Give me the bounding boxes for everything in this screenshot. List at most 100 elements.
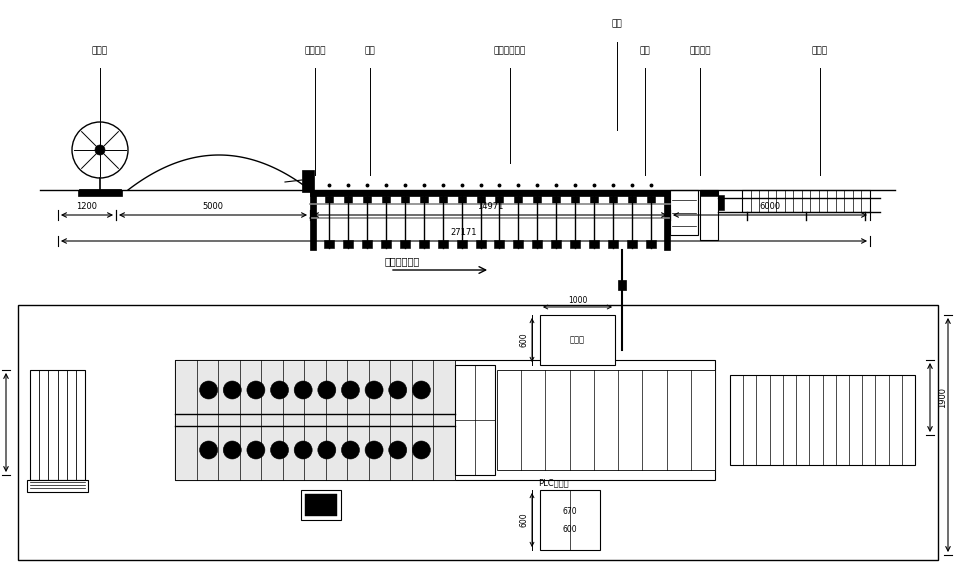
Bar — [27, 480, 88, 492]
Bar — [552, 196, 561, 203]
Circle shape — [342, 441, 359, 459]
Bar — [362, 240, 371, 248]
Bar — [476, 240, 485, 248]
Text: PLC控制柜: PLC控制柜 — [538, 478, 568, 487]
Bar — [570, 240, 581, 248]
Bar — [646, 240, 656, 248]
Bar — [700, 190, 718, 196]
Bar — [616, 305, 628, 317]
Text: 开卷机: 开卷机 — [92, 46, 108, 55]
Text: 整平: 整平 — [365, 46, 375, 55]
Text: 670: 670 — [562, 507, 578, 516]
Bar — [30, 370, 85, 480]
Bar — [325, 196, 333, 203]
Circle shape — [270, 381, 288, 399]
Circle shape — [413, 441, 431, 459]
Text: 14971: 14971 — [477, 202, 503, 211]
Bar — [18, 305, 938, 560]
Text: 1000: 1000 — [568, 296, 587, 305]
Bar — [343, 240, 353, 248]
Bar — [700, 190, 718, 240]
Bar — [455, 365, 495, 475]
Text: 27171: 27171 — [451, 228, 478, 237]
Bar — [437, 240, 448, 248]
Circle shape — [200, 381, 218, 399]
Bar — [496, 196, 503, 203]
Bar — [627, 240, 637, 248]
Bar — [381, 240, 391, 248]
Bar — [534, 196, 541, 203]
Bar — [438, 196, 447, 203]
Text: 1900: 1900 — [938, 387, 947, 408]
Circle shape — [200, 441, 218, 459]
Circle shape — [318, 381, 336, 399]
Bar — [551, 240, 562, 248]
Text: 接料架: 接料架 — [812, 46, 828, 55]
Bar — [175, 360, 715, 480]
Bar — [477, 196, 484, 203]
Bar — [78, 190, 122, 196]
Circle shape — [223, 441, 242, 459]
Bar — [742, 190, 870, 212]
Text: 冲孔: 冲孔 — [611, 19, 623, 28]
Text: 5000: 5000 — [202, 202, 223, 211]
Bar — [310, 190, 316, 250]
Bar — [456, 240, 467, 248]
Text: 辊压成型主机: 辊压成型主机 — [494, 46, 526, 55]
Bar — [175, 360, 455, 480]
Bar — [344, 196, 351, 203]
Circle shape — [95, 145, 105, 155]
Bar — [401, 196, 409, 203]
Bar — [730, 375, 915, 465]
Circle shape — [247, 381, 265, 399]
Bar — [514, 240, 523, 248]
Circle shape — [318, 441, 336, 459]
Circle shape — [389, 381, 407, 399]
Bar — [382, 196, 390, 203]
Bar — [628, 196, 636, 203]
Bar — [718, 195, 724, 210]
Text: 校正: 校正 — [640, 46, 650, 55]
Circle shape — [270, 441, 288, 459]
Text: 6000: 6000 — [759, 202, 780, 211]
Bar — [495, 240, 504, 248]
Bar — [532, 240, 542, 248]
Text: 液压剪切: 液压剪切 — [690, 46, 711, 55]
Bar — [590, 196, 598, 203]
Bar — [419, 196, 428, 203]
Bar — [571, 196, 580, 203]
Bar — [301, 490, 341, 520]
Bar — [670, 190, 698, 235]
Bar — [540, 315, 615, 365]
Text: 液压站: 液压站 — [570, 335, 585, 344]
Bar — [647, 196, 655, 203]
Text: 进料导向: 进料导向 — [305, 46, 326, 55]
Text: 材料前进方向: 材料前进方向 — [385, 256, 420, 266]
Bar — [609, 196, 617, 203]
Bar — [540, 490, 600, 550]
Text: 600: 600 — [562, 524, 578, 534]
Bar — [324, 240, 334, 248]
Bar — [608, 240, 618, 248]
Bar — [664, 190, 670, 250]
Circle shape — [223, 381, 242, 399]
Circle shape — [247, 441, 265, 459]
Bar — [497, 370, 715, 470]
Bar — [305, 494, 337, 516]
Bar — [310, 190, 670, 196]
Circle shape — [389, 441, 407, 459]
Circle shape — [365, 381, 383, 399]
Circle shape — [294, 381, 312, 399]
Text: 600: 600 — [519, 333, 528, 347]
Text: 600: 600 — [519, 513, 528, 527]
Text: 1200: 1200 — [76, 202, 97, 211]
Bar — [418, 240, 429, 248]
Bar — [515, 196, 522, 203]
Bar — [302, 170, 314, 192]
Circle shape — [294, 441, 312, 459]
Bar — [400, 240, 410, 248]
Circle shape — [413, 381, 431, 399]
Bar — [457, 196, 466, 203]
Bar — [363, 196, 371, 203]
Circle shape — [342, 381, 359, 399]
